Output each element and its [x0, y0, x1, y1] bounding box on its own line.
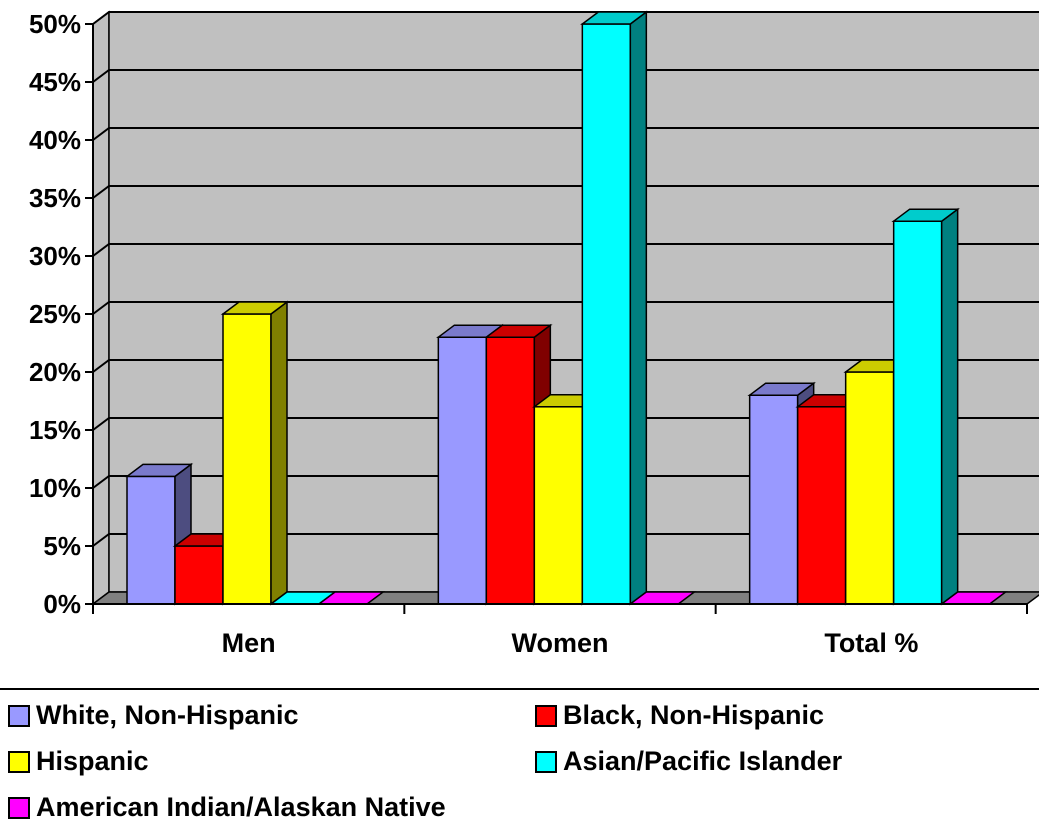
gridline: [92, 69, 1039, 83]
y-tick-label: 25%: [29, 299, 81, 329]
x-category-label: Women: [511, 628, 608, 658]
bar-front: [892, 220, 943, 605]
y-tick-label: 0%: [43, 589, 81, 619]
x-category-label: Men: [222, 628, 276, 658]
bars: [124, 10, 1008, 606]
y-axis: 0% 5% 10% 15% 20% 25% 30% 35% 40% 45% 50%: [29, 9, 94, 619]
y-tick-label: 20%: [29, 357, 81, 387]
legend-label: Black, Non-Hispanic: [563, 700, 825, 730]
bar-front: [581, 23, 632, 605]
bar-front: [222, 313, 272, 605]
legend-label: Hispanic: [36, 746, 149, 776]
gridline: [92, 533, 1039, 547]
bar-front: [748, 394, 799, 605]
gridline: [92, 11, 1039, 25]
legend-item-american-indian: American Indian/Alaskan Native: [8, 792, 446, 823]
y-tick-label: 40%: [29, 125, 81, 155]
bar-front: [844, 371, 895, 605]
y-tick-label: 5%: [43, 531, 81, 561]
legend: White, Non-Hispanic Black, Non-Hispanic …: [0, 688, 1039, 828]
bar-top: [580, 11, 649, 25]
bar-front: [533, 406, 584, 605]
legend-label: American Indian/Alaskan Native: [36, 792, 446, 822]
gridline: [92, 475, 1039, 489]
y-tick-label: 30%: [29, 241, 81, 271]
x-axis: Men Women Total %: [85, 603, 1028, 658]
legend-item-hispanic: Hispanic: [8, 746, 149, 777]
bar-front: [174, 545, 224, 605]
y-tick-label: 50%: [29, 9, 81, 39]
y-tick-label: 45%: [29, 67, 81, 97]
bar-top: [747, 382, 816, 396]
bar-chart: 0% 5% 10% 15% 20% 25% 30% 35% 40% 45% 50% Men Women…: [29, 9, 1039, 658]
gridline: [92, 185, 1039, 199]
legend-item-asian: Asian/Pacific Islander: [535, 746, 842, 777]
bar-top: [891, 208, 960, 222]
bar-side: [270, 300, 288, 606]
bar-top: [220, 301, 290, 315]
bar-front: [796, 406, 847, 605]
legend-label: White, Non-Hispanic: [36, 700, 299, 730]
y-tick-label: 10%: [29, 473, 81, 503]
bar-front: [126, 475, 176, 605]
gridline: [92, 301, 1039, 315]
bar: [891, 207, 960, 606]
bar-front: [437, 336, 488, 605]
bar-side: [629, 10, 648, 606]
gridline: [92, 243, 1039, 257]
legend-swatch-white: [8, 704, 30, 727]
legend-label: Asian/Pacific Islander: [563, 746, 843, 776]
bar-top: [124, 463, 194, 478]
legend-swatch-hispanic: [8, 750, 30, 773]
legend-swatch-american-indian: [8, 796, 30, 819]
legend-item-white: White, Non-Hispanic: [8, 700, 299, 731]
legend-item-black: Black, Non-Hispanic: [535, 700, 824, 731]
gridline: [92, 417, 1039, 431]
bar: [220, 300, 290, 606]
x-category-label: Total %: [824, 628, 918, 658]
gridline: [92, 359, 1039, 373]
legend-swatch-asian: [535, 750, 557, 773]
legend-swatch-black: [535, 704, 557, 727]
bar-side: [940, 207, 959, 606]
bar-front: [485, 336, 536, 605]
gridlines: [92, 11, 1039, 547]
bar-top: [484, 324, 553, 338]
gridline: [92, 127, 1039, 141]
y-tick-label: 15%: [29, 415, 81, 445]
y-tick-label: 35%: [29, 183, 81, 213]
bar: [580, 10, 649, 606]
